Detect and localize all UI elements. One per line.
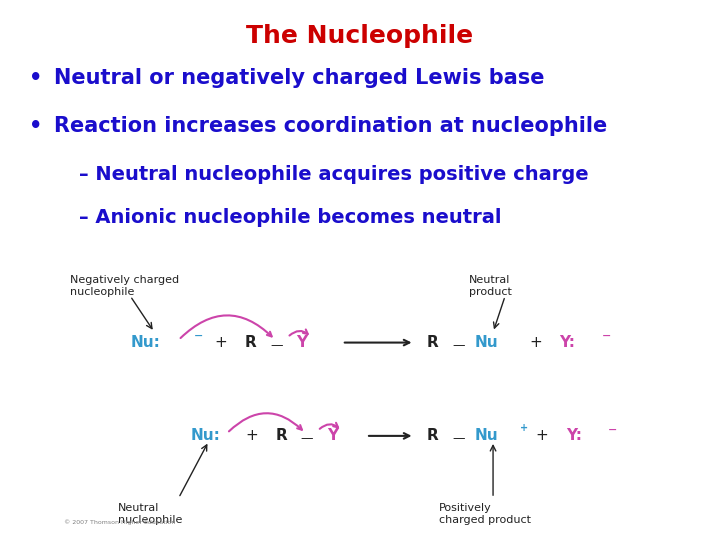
FancyArrowPatch shape [181, 315, 271, 338]
Text: Neutral or negatively charged Lewis base: Neutral or negatively charged Lewis base [54, 68, 544, 87]
Text: Y:: Y: [559, 335, 575, 350]
Text: +: + [536, 428, 548, 443]
FancyArrowPatch shape [229, 413, 302, 431]
Text: R: R [245, 335, 257, 350]
Text: −: − [602, 331, 611, 341]
Text: —: — [452, 339, 464, 352]
Text: Nu:: Nu: [130, 335, 160, 350]
Text: +: + [215, 335, 228, 350]
Text: – Anionic nucleophile becomes neutral: – Anionic nucleophile becomes neutral [79, 208, 502, 227]
Text: —: — [271, 339, 283, 352]
FancyArrowPatch shape [289, 329, 307, 335]
Text: Negatively charged
nucleophile: Negatively charged nucleophile [70, 275, 179, 297]
Text: © 2007 Thomson Higher Education: © 2007 Thomson Higher Education [63, 519, 175, 525]
Text: R: R [426, 428, 438, 443]
Text: The Nucleophile: The Nucleophile [246, 24, 474, 48]
Text: R: R [426, 335, 438, 350]
Text: Nu:: Nu: [191, 428, 220, 443]
Text: Y:: Y: [566, 428, 582, 443]
Text: •: • [29, 116, 42, 136]
Text: R: R [275, 428, 287, 443]
FancyArrowPatch shape [320, 423, 338, 429]
Text: Nu: Nu [475, 428, 498, 443]
Text: Positively
charged product: Positively charged product [438, 503, 531, 525]
Text: Neutral
product: Neutral product [469, 275, 512, 297]
Text: −: − [194, 331, 203, 341]
Text: – Neutral nucleophile acquires positive charge: – Neutral nucleophile acquires positive … [79, 165, 589, 184]
Text: Reaction increases coordination at nucleophile: Reaction increases coordination at nucle… [54, 116, 607, 136]
Text: Y: Y [297, 335, 307, 350]
Text: —: — [452, 432, 464, 445]
Text: +: + [521, 423, 528, 433]
Text: Neutral
nucleophile: Neutral nucleophile [118, 503, 182, 525]
Text: +: + [245, 428, 258, 443]
Text: —: — [301, 432, 313, 445]
Text: +: + [529, 335, 542, 350]
Text: •: • [29, 68, 42, 87]
Text: −: − [608, 424, 617, 434]
Text: Y: Y [327, 428, 338, 443]
Text: Nu: Nu [475, 335, 498, 350]
